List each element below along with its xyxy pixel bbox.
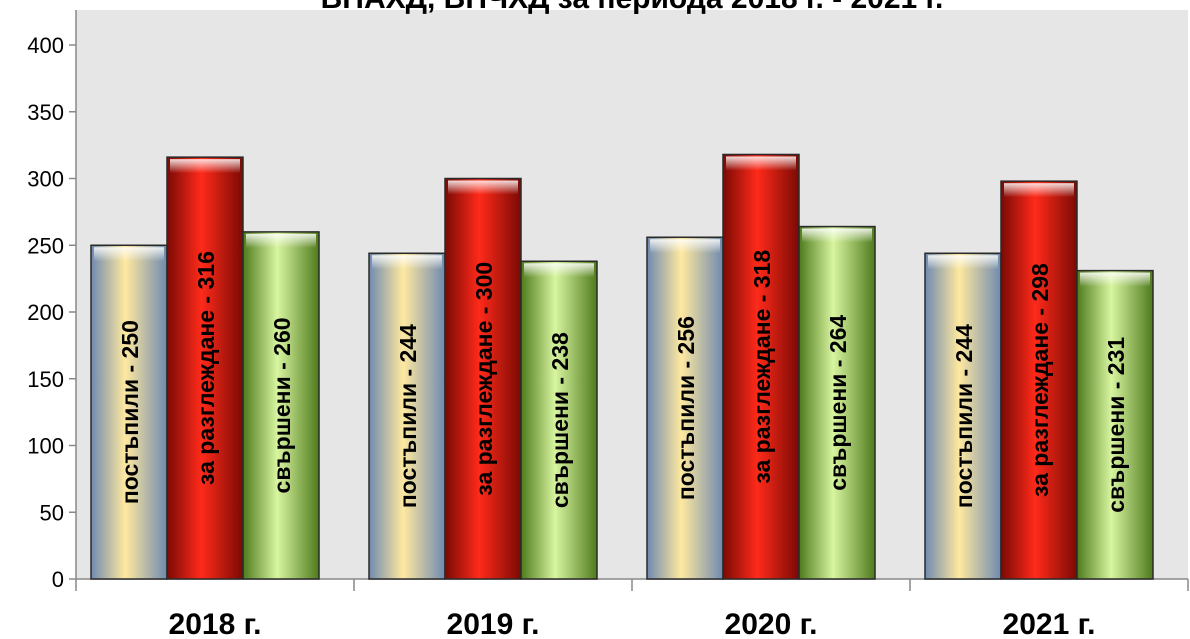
bar-highlight xyxy=(94,247,164,262)
bar-postapili xyxy=(924,252,1002,580)
bar-labels: постъпили - 250 за разглеждане - 316 свърш… xyxy=(117,250,1129,513)
y-tick-label: 100 xyxy=(27,434,64,459)
bar-svarsheni xyxy=(798,225,876,580)
bar-za-razglezhdane xyxy=(1000,180,1078,580)
y-tick-label: 250 xyxy=(27,233,64,258)
bar-highlight xyxy=(650,239,720,254)
bar-highlight xyxy=(928,255,998,270)
bar-za-razglezhdane xyxy=(166,156,244,580)
y-tick-label: 200 xyxy=(27,300,64,325)
bar-data-label: свършени - 238 xyxy=(547,332,573,508)
bar-highlight xyxy=(246,233,316,248)
bar-highlight xyxy=(372,255,442,270)
bar-highlight xyxy=(726,156,796,171)
y-tick-label: 150 xyxy=(27,367,64,392)
bars xyxy=(90,153,1154,580)
bar-svarsheni xyxy=(1076,269,1154,580)
bar-postapili xyxy=(368,252,446,580)
bar-data-label: постъпили - 244 xyxy=(395,324,421,508)
bar-data-label: постъпили - 250 xyxy=(117,320,143,504)
bar-postapili xyxy=(646,236,724,580)
bar-za-razglezhdane xyxy=(722,153,800,580)
bar-highlight xyxy=(1080,272,1150,287)
x-tick-label: 2018 г. xyxy=(169,608,262,639)
bar-data-label: постъпили - 244 xyxy=(951,324,977,508)
bar-data-label: постъпили - 256 xyxy=(673,316,699,500)
bar-data-label: за разглеждане - 318 xyxy=(749,250,775,484)
bar-data-label: свършени - 231 xyxy=(1103,337,1129,513)
chart-title: ВНАХД, ВНЧХД за периода 2018 г. - 2021 г… xyxy=(321,0,944,15)
bar-svarsheni xyxy=(242,231,320,580)
x-tick-label: 2019 г. xyxy=(447,608,540,639)
x-tick-label: 2021 г. xyxy=(1003,608,1096,639)
bar-za-razglezhdane xyxy=(444,177,522,580)
bar-data-label: свършени - 264 xyxy=(825,315,851,491)
bar-highlight xyxy=(170,159,240,174)
axes: 0 50 100 150 200 250 300 350 400 2018 г. 2019 г. 20… xyxy=(27,10,1189,639)
y-tick-label: 350 xyxy=(27,100,64,125)
bar-data-label: за разглеждане - 298 xyxy=(1027,263,1053,497)
y-tick-label: 0 xyxy=(52,567,64,592)
bar-highlight xyxy=(448,180,518,195)
y-tick-label: 400 xyxy=(27,33,64,58)
bar-data-label: за разглеждане - 300 xyxy=(471,262,497,496)
x-tick-label: 2020 г. xyxy=(725,608,818,639)
bar-svarsheni xyxy=(520,260,598,580)
bar-data-label: за разглеждане - 316 xyxy=(193,251,219,485)
bar-highlight xyxy=(524,263,594,278)
y-tick-label: 50 xyxy=(40,500,64,525)
bar-highlight xyxy=(1004,183,1074,198)
bar-data-label: свършени - 260 xyxy=(269,317,295,493)
y-tick-label: 300 xyxy=(27,167,64,192)
bar-highlight xyxy=(802,228,872,243)
